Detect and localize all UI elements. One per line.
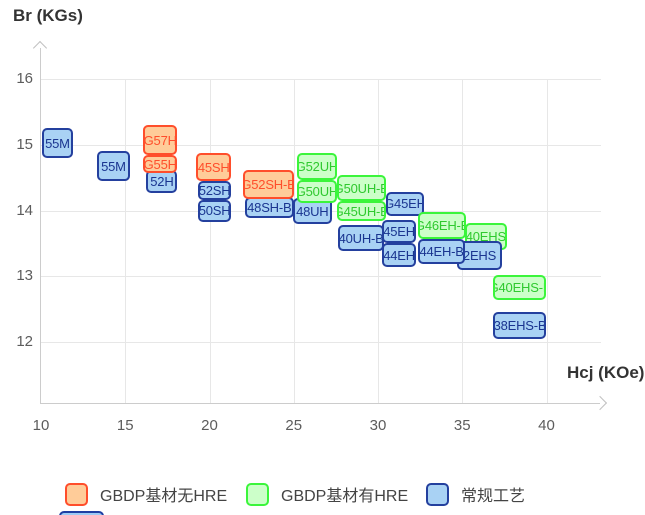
legend-swatch-gbdp_hre xyxy=(246,482,269,506)
clipped-blue-box xyxy=(59,511,104,515)
y-gridline xyxy=(41,79,601,80)
grade-box-g45eh[interactable]: G45EH xyxy=(385,192,425,216)
grade-box-g50uh-b[interactable]: G50UH-B xyxy=(336,174,386,202)
legend-label: GBDP基材有HRE xyxy=(281,488,409,505)
grade-box-52sh[interactable]: 52SH xyxy=(197,180,232,200)
grade-box-g57h[interactable]: G57H xyxy=(142,125,178,156)
legend-item-gbdp_hre[interactable]: GBDP基材有HRE xyxy=(246,482,408,506)
grade-box-45sh[interactable]: 45SH xyxy=(196,153,232,181)
grade-box-g55h[interactable]: G55H xyxy=(142,155,178,174)
legend-label: 常规工艺 xyxy=(461,488,526,505)
x-axis-title: Hcj (KOe) xyxy=(567,363,645,382)
x-gridline xyxy=(546,79,548,404)
y-tick-label: 15 xyxy=(16,135,33,153)
y-tick-label: 16 xyxy=(16,70,33,87)
x-gridline xyxy=(209,79,211,404)
legend-item-gbdp_no_hre[interactable]: GBDP基材无HRE xyxy=(65,482,227,506)
x-tick-label: 20 xyxy=(201,417,218,434)
y-axis-arrow-icon xyxy=(32,40,48,56)
y-gridline xyxy=(41,342,601,343)
y-tick-label: 14 xyxy=(16,201,33,219)
grade-box-g52sh-b[interactable]: G52SH-B xyxy=(243,169,294,199)
grade-box-g46eh-b[interactable]: G46EH-B xyxy=(417,211,467,239)
grade-box-g45uh-b[interactable]: G45UH-B xyxy=(336,201,386,221)
legend-label: GBDP基材无HRE xyxy=(100,488,228,505)
grade-box-g52uh[interactable]: G52UH xyxy=(297,153,337,181)
y-tick-label: 13 xyxy=(16,267,33,285)
grade-box-52h[interactable]: 52H xyxy=(146,169,178,193)
grade-box-38ehs-b[interactable]: 38EHS-B xyxy=(493,311,547,339)
y-axis-title: Br (KGs) xyxy=(13,6,83,25)
x-axis-line xyxy=(40,403,600,404)
grade-box-44eh-b[interactable]: 44EH-B xyxy=(418,238,465,264)
grade-box-45eh[interactable]: 45EH xyxy=(382,219,416,244)
grade-box-g50uh[interactable]: G50UH xyxy=(297,180,337,204)
x-tick-label: 25 xyxy=(285,417,303,434)
legend-item-conventional[interactable]: 常规工艺 xyxy=(426,482,525,506)
x-gridline xyxy=(125,79,127,404)
x-tick-label: 10 xyxy=(32,417,50,434)
x-tick-label: 30 xyxy=(369,417,387,434)
y-tick-label: 12 xyxy=(16,333,33,350)
x-tick-label: 40 xyxy=(538,417,555,434)
grade-box-44eh[interactable]: 44EH xyxy=(382,243,416,268)
legend-swatch-gbdp_no_hre xyxy=(65,482,88,506)
grade-box-48sh-b[interactable]: 48SH-B xyxy=(244,196,294,219)
grade-box-50sh[interactable]: 50SH xyxy=(197,199,232,222)
grade-box-55m[interactable]: 55M xyxy=(41,128,73,158)
x-axis-arrow-icon xyxy=(592,395,608,411)
legend-swatch-conventional xyxy=(426,482,449,506)
y-gridline xyxy=(41,144,601,146)
grade-box-55m[interactable]: 55M xyxy=(96,151,131,181)
x-gridline xyxy=(293,79,295,404)
y-gridline xyxy=(41,276,601,278)
x-tick-label: 15 xyxy=(116,417,134,434)
x-tick-label: 35 xyxy=(453,417,471,434)
grade-box-40uh-b[interactable]: 40UH-B xyxy=(338,224,384,252)
grade-box-g40ehs-b[interactable]: G40EHS-B xyxy=(493,274,547,300)
y-axis-line xyxy=(40,48,41,404)
